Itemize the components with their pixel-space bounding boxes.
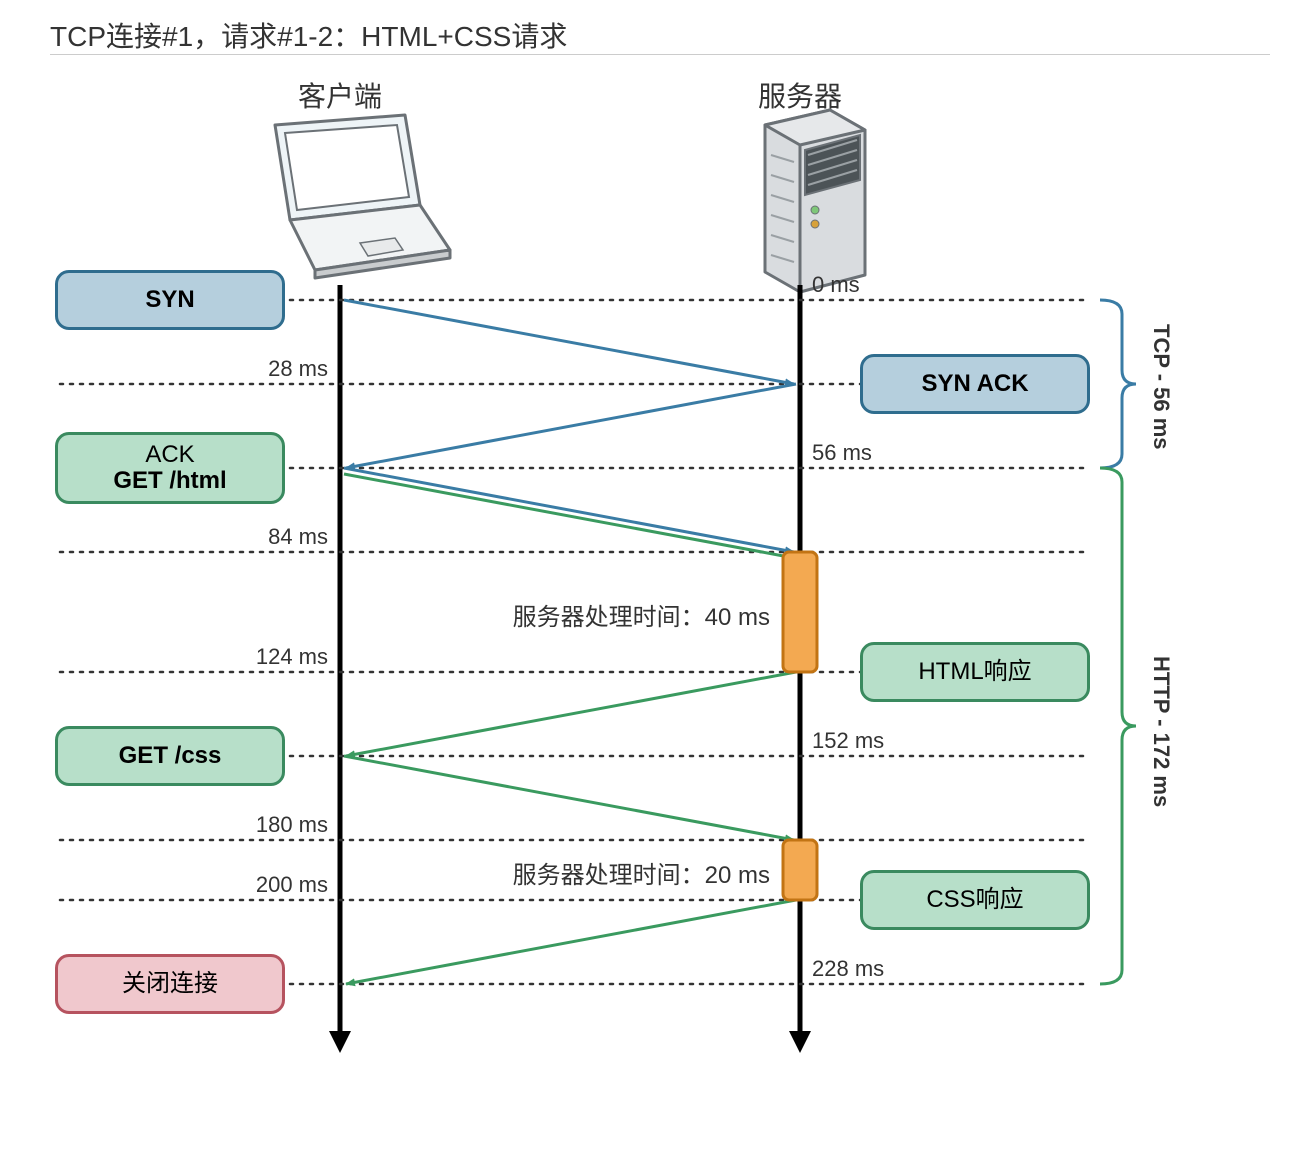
badge-text: SYN — [145, 287, 194, 313]
badge-text: SYN ACK — [921, 371, 1028, 397]
badge-text: 关闭连接 — [122, 971, 218, 997]
synack-badge: SYN ACK — [860, 354, 1090, 414]
timestamp-label: 124 ms — [250, 644, 328, 670]
syn-badge: SYN — [55, 270, 285, 330]
tcp-brace-label: TCP - 56 ms — [1148, 324, 1174, 450]
css_res-badge: CSS响应 — [860, 870, 1090, 930]
server-processing-label: 服务器处理时间：20 ms — [470, 855, 770, 890]
server-column-label: 服务器 — [758, 75, 842, 115]
timestamp-label: 84 ms — [250, 524, 328, 550]
title-divider — [50, 54, 1270, 55]
badge-text: HTML响应 — [918, 659, 1031, 685]
timestamp-label: 28 ms — [250, 356, 328, 382]
timestamp-label: 56 ms — [812, 440, 872, 466]
timestamp-label: 180 ms — [250, 812, 328, 838]
get_css-badge: GET /css — [55, 726, 285, 786]
laptop-icon — [275, 115, 450, 278]
timestamp-label: 152 ms — [812, 728, 884, 754]
page-title: TCP连接#1，请求#1-2：HTML+CSS请求 — [50, 15, 567, 55]
ack_get-badge: ACKGET /html — [55, 432, 285, 504]
server-processing-label: 服务器处理时间：40 ms — [470, 597, 770, 632]
timestamp-label: 228 ms — [812, 956, 884, 982]
timestamp-label: 0 ms — [812, 272, 860, 298]
http-brace-label: HTTP - 172 ms — [1148, 656, 1174, 807]
html_res-badge: HTML响应 — [860, 642, 1090, 702]
badge-text-2: GET /html — [113, 468, 226, 494]
close-badge: 关闭连接 — [55, 954, 285, 1014]
diagram-page: TCP连接#1，请求#1-2：HTML+CSS请求 客户端 服务器 0 ms 28… — [0, 0, 1300, 1162]
client-column-label: 客户端 — [298, 75, 382, 115]
server-icon — [765, 110, 865, 292]
badge-text: GET /css — [119, 743, 222, 769]
timestamp-label: 200 ms — [250, 872, 328, 898]
badge-text: CSS响应 — [926, 887, 1023, 913]
badge-text: ACK — [145, 442, 194, 468]
